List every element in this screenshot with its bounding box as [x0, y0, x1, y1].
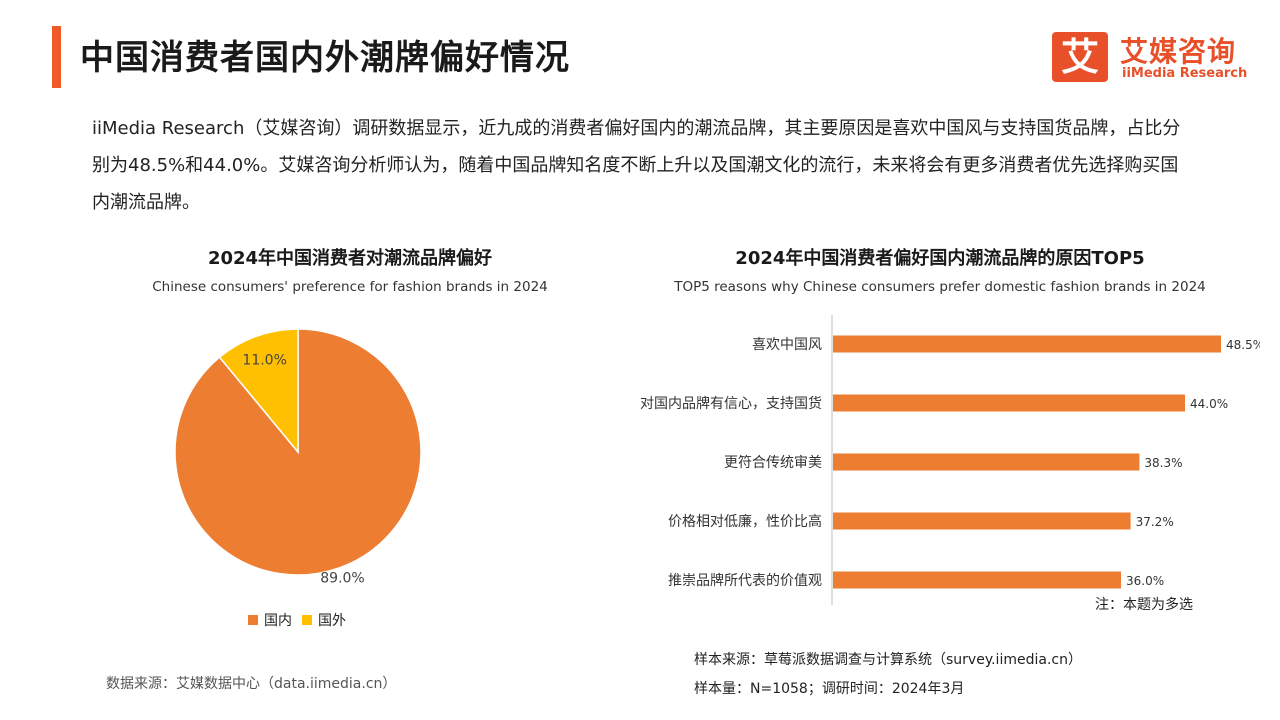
bar-chart-title: 2024年中国消费者偏好国内潮流品牌的原因TOP5: [735, 248, 1145, 269]
legend-label-domestic: 国内: [264, 613, 292, 629]
sample-info: 样本来源：草莓派数据调查与计算系统（survey.iimedia.cn） 样本量…: [694, 646, 1082, 704]
bar-category-label-2: 对国内品牌有信心，支持国货: [640, 395, 822, 412]
bar-category-label-1: 喜欢中国风: [752, 337, 822, 353]
bar-category-label-5: 推崇品牌所代表的价值观: [668, 572, 822, 589]
pie-chart-title: 2024年中国消费者对潮流品牌偏好: [207, 248, 493, 269]
bar-value-label-3: 38.3%: [1144, 456, 1182, 470]
bar-5: [833, 571, 1121, 589]
bar-chart-subtitle: TOP5 reasons why Chinese consumers prefe…: [674, 279, 1206, 295]
logo-name-cn: 艾媒咨询: [1120, 35, 1237, 68]
bar-chart: 喜欢中国风 48.5% 对国内品牌有信心，支持国货 44.0% 更符合传统审美 38.3%…: [640, 315, 1260, 605]
logo-mark: 艾: [1052, 32, 1108, 82]
bar-value-label-2: 44.0%: [1190, 397, 1228, 411]
data-source: 数据来源：艾媒数据中心（data.iimedia.cn）: [106, 676, 397, 692]
bar-3: [833, 453, 1140, 471]
legend-item-domestic: 国内: [248, 610, 292, 630]
legend-label-foreign: 国外: [318, 613, 346, 629]
pie-label-domestic: 89.0%: [320, 570, 364, 586]
iimedia-logo: 艾 艾媒咨询 iiMedia Research: [1052, 30, 1262, 84]
legend-swatch-domestic: [248, 615, 258, 625]
bar-value-label-5: 36.0%: [1126, 574, 1164, 588]
pie-slice-foreign: [218, 328, 299, 455]
bar-value-label-1: 48.5%: [1226, 338, 1260, 352]
page-title: 中国消费者国内外潮牌偏好情况: [80, 38, 570, 78]
bar-4: [833, 512, 1131, 530]
legend-swatch-foreign: [302, 615, 312, 625]
bar-value-label-4: 37.2%: [1136, 515, 1174, 529]
bar-category-label-4: 价格相对低廉，性价比高: [668, 513, 822, 530]
sample-source: 样本来源：草莓派数据调查与计算系统（survey.iimedia.cn）: [694, 652, 1082, 668]
multi-select-note: 注：本题为多选: [1095, 597, 1193, 613]
pie-legend: 国内 国外: [248, 610, 346, 630]
bar-1: [833, 335, 1221, 353]
pie-label-foreign: 11.0%: [242, 352, 286, 368]
legend-item-foreign: 国外: [302, 610, 346, 630]
intro-paragraph: iiMedia Research（艾媒咨询）调研数据显示，近九成的消费者偏好国内…: [92, 118, 1181, 213]
sample-size: 样本量：N=1058；调研时间：2024年3月: [694, 681, 965, 697]
pie-chart: 89.0% 11.0%: [174, 328, 422, 586]
pie-chart-subtitle: Chinese consumers' preference for fashio…: [152, 279, 548, 295]
logo-name-en: iiMedia Research: [1122, 66, 1248, 81]
bar-category-label-3: 更符合传统审美: [724, 455, 822, 471]
title-accent-bar: [52, 26, 61, 88]
bar-2: [833, 394, 1185, 412]
